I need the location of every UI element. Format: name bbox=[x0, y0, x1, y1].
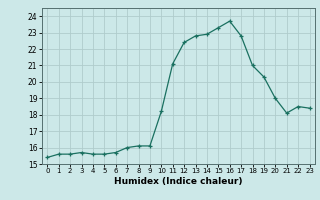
X-axis label: Humidex (Indice chaleur): Humidex (Indice chaleur) bbox=[114, 177, 243, 186]
